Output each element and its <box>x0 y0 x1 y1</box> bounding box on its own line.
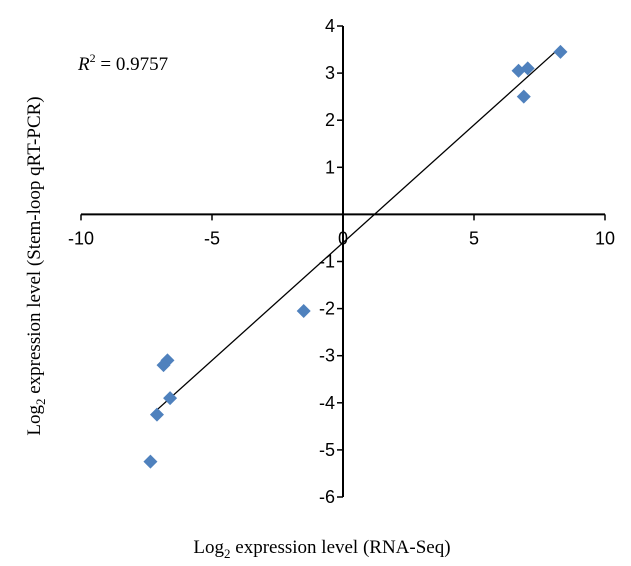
x-tick-label: -10 <box>68 228 94 248</box>
data-point <box>516 89 531 104</box>
y-tick-label: -1 <box>319 252 335 272</box>
x-tick-label: 0 <box>338 228 348 248</box>
data-points <box>143 44 568 469</box>
tick-labels: -10 -5 0 5 10 4 3 2 1 -1 -2 -3 -4 -5 -6 <box>68 16 615 507</box>
data-point <box>553 44 568 59</box>
y-tick-label: -5 <box>319 440 335 460</box>
y-tick-label: 1 <box>325 157 335 177</box>
y-tick-label: 2 <box>325 110 335 130</box>
y-tick-label: 4 <box>325 16 335 36</box>
x-tick-label: -5 <box>204 228 220 248</box>
data-point <box>163 391 178 406</box>
y-axis-title: Log2 expression level (Stem-loop qRT-PCR… <box>24 96 48 435</box>
tick-marks <box>80 25 606 498</box>
y-tick-label: -3 <box>319 346 335 366</box>
data-point <box>143 454 158 469</box>
y-tick-label: 3 <box>325 63 335 83</box>
x-axis-title: Log2 expression level (RNA-Seq) <box>193 537 450 561</box>
data-point <box>511 63 526 78</box>
trendline <box>151 46 561 416</box>
data-point <box>296 303 311 318</box>
data-point <box>149 407 164 422</box>
y-tick-label: -4 <box>319 393 335 413</box>
x-tick-label: 10 <box>595 228 615 248</box>
data-point <box>156 358 171 373</box>
y-tick-label: -2 <box>319 299 335 319</box>
r-squared-annotation: R2 = 0.9757 <box>77 51 168 75</box>
x-tick-label: 5 <box>469 228 479 248</box>
y-tick-label: -6 <box>319 487 335 507</box>
